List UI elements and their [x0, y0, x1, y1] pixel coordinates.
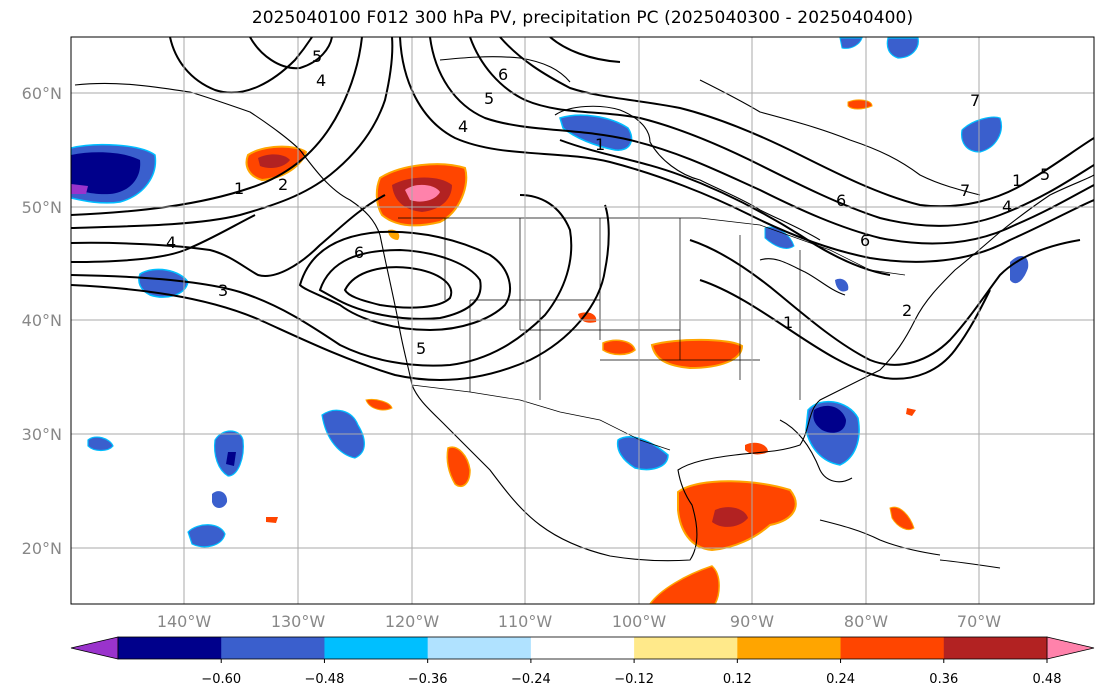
contour-label: 1: [1012, 171, 1022, 190]
lat-label: 50°N: [22, 198, 62, 217]
lat-label: 60°N: [22, 84, 62, 103]
lat-label: 20°N: [22, 539, 62, 558]
contour-label: 6: [498, 65, 508, 84]
lon-label: 90°W: [730, 612, 774, 631]
contour-label: 6: [860, 231, 870, 250]
colorbar-tick-label: −0.36: [408, 672, 448, 687]
colorbar: −0.60 −0.48 −0.36 −0.24 −0.12 0.12 0.24 0.36 0.4…: [70, 636, 1095, 687]
contour-label: 2: [278, 175, 288, 194]
contour-label: 2: [902, 301, 912, 320]
lon-label: 120°W: [385, 612, 440, 631]
contour-label: 6: [836, 191, 846, 210]
contour-label: 1: [595, 135, 605, 154]
contour-label: 1: [783, 313, 793, 332]
colorbar-extend-max: [1046, 636, 1095, 660]
contour-labels: 5 4 4 5 6 1 2 1 4 3 6 5 6 7 1 6 7 2 5 1 …: [166, 47, 1050, 358]
lat-label: 30°N: [22, 425, 62, 444]
colorbar-segment: [737, 637, 842, 659]
pv-contours: [71, 37, 1094, 381]
colorbar-tick-label: 0.36: [929, 672, 958, 687]
colorbar-segment: [221, 637, 325, 659]
contour-label: 5: [312, 47, 322, 66]
colorbar-segment: [943, 637, 1048, 659]
map-title: 2025040100 F012 300 hPa PV, precipitatio…: [251, 8, 914, 28]
longitude-labels: 140°W 130°W 120°W 110°W 100°W 90°W 80°W …: [157, 612, 1001, 631]
contour-label: 3: [218, 281, 228, 300]
contour-label: 5: [484, 89, 494, 108]
colorbar-segment: [427, 637, 532, 659]
colorbar-tick-label: −0.48: [305, 672, 345, 687]
contour-label: 5: [416, 339, 426, 358]
latitude-labels: 60°N 50°N 40°N 30°N 20°N: [22, 84, 62, 558]
contour-label: 4: [458, 117, 468, 136]
colorbar-tick-label: −0.60: [201, 672, 241, 687]
colorbar-segment: [118, 637, 222, 659]
colorbar-segment: [324, 637, 429, 659]
graticule: [71, 37, 1094, 604]
lon-label: 110°W: [498, 612, 553, 631]
contour-label: 4: [1002, 197, 1012, 216]
negative-pc-shading: [71, 37, 1029, 548]
contour-label: 7: [960, 181, 970, 200]
contour-label: 4: [166, 233, 176, 252]
colorbar-tick-label: 0.24: [826, 672, 855, 687]
lon-label: 130°W: [271, 612, 326, 631]
colorbar-tick-label: −0.12: [614, 672, 654, 687]
colorbar-tick-label: 0.48: [1033, 672, 1062, 687]
colorbar-segment: [840, 637, 945, 659]
colorbar-tick-label: 0.12: [723, 672, 752, 687]
colorbar-frame: [117, 636, 1048, 660]
positive-pc-shading: [245, 99, 916, 604]
contour-label: 7: [970, 91, 980, 110]
lon-label: 70°W: [957, 612, 1001, 631]
lat-label: 40°N: [22, 311, 62, 330]
lon-label: 80°W: [844, 612, 888, 631]
colorbar-segment: [634, 637, 738, 659]
map-frame: [70, 36, 1095, 605]
contour-label: 6: [354, 243, 364, 262]
contour-label: 5: [1040, 165, 1050, 184]
lon-label: 140°W: [157, 612, 212, 631]
colorbar-extend-min: [70, 636, 119, 660]
contour-label: 4: [316, 71, 326, 90]
lon-label: 100°W: [612, 612, 667, 631]
contour-label: 1: [234, 179, 244, 198]
colorbar-segment: [530, 637, 635, 659]
colorbar-tick-label: −0.24: [511, 672, 551, 687]
political-borders: [398, 217, 906, 451]
